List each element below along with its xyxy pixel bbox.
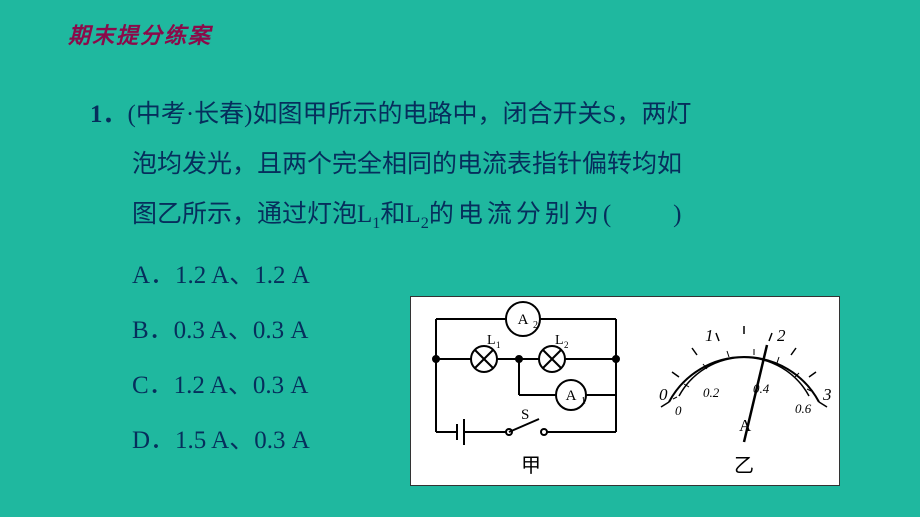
ammeter-diagram: 0 1 2 3 0 0.2 0.4 0.6 A 乙 <box>659 326 832 477</box>
circuit-and-meter-svg: A 2 A 1 L 1 L 2 S 甲 <box>411 297 839 485</box>
svg-text:2: 2 <box>533 320 538 331</box>
svg-text:1: 1 <box>581 396 586 407</box>
svg-text:L: L <box>555 333 564 348</box>
svg-text:2: 2 <box>777 326 786 345</box>
svg-text:0: 0 <box>659 385 668 404</box>
svg-text:2: 2 <box>564 340 569 350</box>
svg-text:0.2: 0.2 <box>703 385 720 400</box>
question-number: 1． <box>90 101 128 128</box>
svg-text:0.4: 0.4 <box>753 381 770 396</box>
circuit-diagram: A 2 A 1 L 1 L 2 S 甲 <box>433 302 619 477</box>
question-line-3: 图乙所示，通过灯泡L1和L2的电流分别为( ) <box>132 190 860 240</box>
diagram-container: A 2 A 1 L 1 L 2 S 甲 <box>410 296 840 486</box>
svg-text:A: A <box>739 416 752 435</box>
svg-text:0: 0 <box>675 403 682 418</box>
svg-text:1: 1 <box>496 340 501 350</box>
option-a: A．1.2 A、1.2 A <box>132 248 860 303</box>
caption-right: 乙 <box>734 455 754 477</box>
svg-text:3: 3 <box>822 385 832 404</box>
svg-text:1: 1 <box>705 326 714 345</box>
svg-text:0.6: 0.6 <box>795 401 812 416</box>
svg-text:A: A <box>566 388 577 404</box>
page-header: 期末提分练案 <box>68 18 212 50</box>
svg-text:L: L <box>487 333 496 348</box>
caption-left: 甲 <box>521 455 541 477</box>
q-line1-text: 如图甲所示的电路中，闭合开关S，两灯 <box>253 101 692 128</box>
question-line-2: 泡均发光，且两个完全相同的电流表指针偏转均如 <box>132 140 860 190</box>
svg-text:A: A <box>518 312 529 328</box>
svg-text:S: S <box>521 407 529 423</box>
question-line-1: 1．(中考·长春)如图甲所示的电路中，闭合开关S，两灯 <box>90 90 860 140</box>
question-source: (中考·长春) <box>128 101 253 128</box>
